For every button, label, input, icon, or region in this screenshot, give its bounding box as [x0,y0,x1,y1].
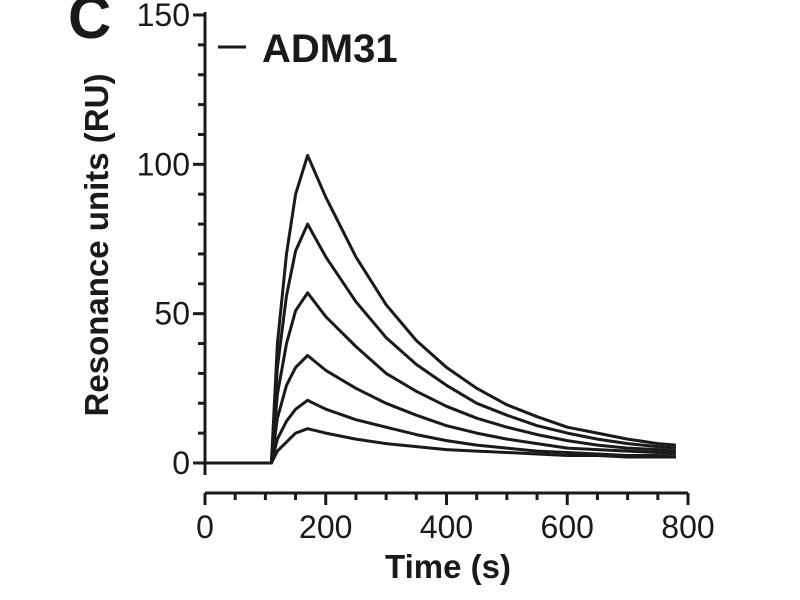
legend-label-adm31: ADM31 [262,27,398,71]
sensorgram-curve-4 [205,354,677,465]
y-tick-label: 50 [154,296,190,332]
x-tick-label: 200 [299,509,352,545]
sensorgram-curve-2 [205,222,677,465]
curves [205,153,677,465]
sensorgram-curve-6 [205,427,676,465]
sensorgram-curve-5 [205,398,677,465]
y-tick-label: 150 [137,0,190,33]
y-tick-label: 100 [137,146,190,182]
y-axis-title: Resonance units (RU) [78,74,115,417]
x-tick-label: 400 [420,509,473,545]
sensorgram-curve-3 [205,291,677,465]
x-tick-label: 800 [661,509,714,545]
y-axis-ticks: 0 50 100 150 [137,0,205,481]
y-tick-label: 0 [172,445,190,481]
x-tick-label: 600 [541,509,594,545]
x-axis-ticks: 0 200 400 600 800 [196,493,715,545]
panel-letter: C [68,0,111,51]
sensorgram-curve-1 [205,153,677,465]
x-axis-title: Time (s) [385,548,511,585]
x-tick-label: 0 [196,509,214,545]
